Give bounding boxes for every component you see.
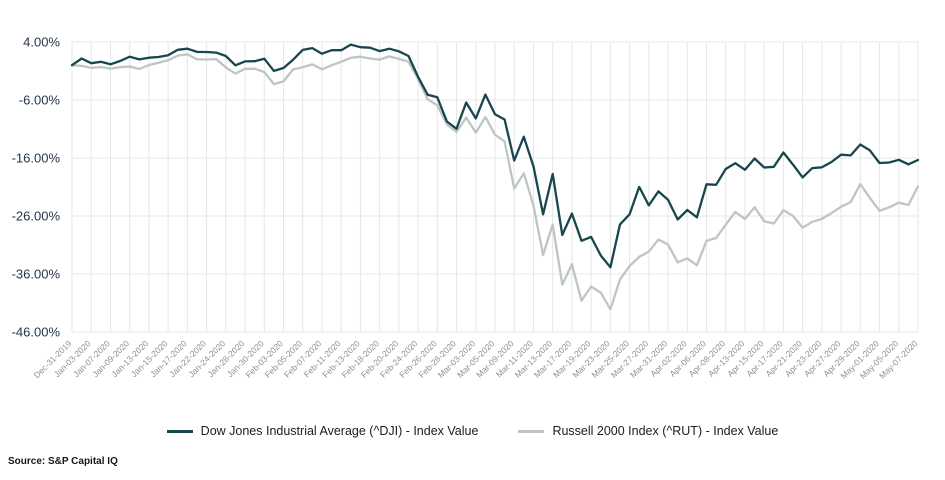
index-performance-chart: 4.00%-6.00%-16.00%-26.00%-36.00%-46.00%D… (12, 35, 920, 381)
source-label: Source: S&P Capital IQ (8, 456, 118, 467)
svg-text:-16.00%: -16.00% (12, 151, 61, 166)
svg-text:-46.00%: -46.00% (12, 325, 61, 340)
legend-label-rut: Russell 2000 Index (^RUT) - Index Value (552, 424, 779, 438)
rut-line-swatch (518, 429, 545, 433)
dji-line-swatch (166, 429, 193, 433)
svg-text:-6.00%: -6.00% (19, 93, 61, 108)
svg-text:-36.00%: -36.00% (12, 267, 61, 282)
svg-text:4.00%: 4.00% (23, 35, 60, 50)
legend-label-dji: Dow Jones Industrial Average (^DJI) - In… (200, 424, 479, 438)
legend-item-rut: Russell 2000 Index (^RUT) - Index Value (518, 424, 778, 438)
legend-item-dji: Dow Jones Industrial Average (^DJI) - In… (166, 424, 479, 438)
svg-text:-26.00%: -26.00% (12, 209, 61, 224)
chart-legend: Dow Jones Industrial Average (^DJI) - In… (0, 424, 945, 438)
